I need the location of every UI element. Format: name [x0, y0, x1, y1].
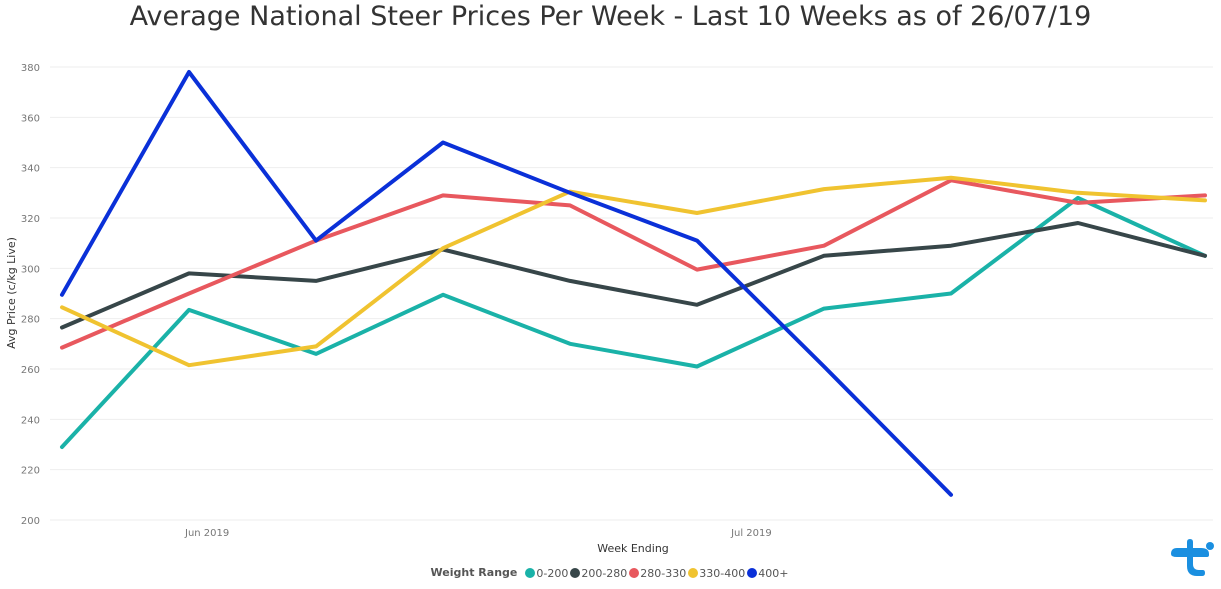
- legend-entries: 0-200 200-280 280-330 330-400 400+: [525, 566, 790, 580]
- legend-marker: [747, 567, 758, 578]
- chart-title: Average National Steer Prices Per Week -…: [129, 1, 1092, 32]
- y-tick-label: 300: [21, 264, 40, 275]
- x-axis-title: Week Ending: [597, 542, 669, 555]
- series-lines: [60, 70, 1207, 497]
- y-tick-label: 320: [21, 214, 40, 225]
- series-line-280-330: [60, 178, 1207, 350]
- legend-label: 0-200: [536, 566, 569, 580]
- legend-label: 280-330: [640, 566, 687, 580]
- y-tick-label: 380: [21, 63, 40, 74]
- legend-entry[interactable]: 280-330: [629, 567, 686, 580]
- legend-label: 330-400: [699, 566, 746, 580]
- y-tick-label: 360: [21, 113, 40, 124]
- legend: Weight Range 0-200 200-280 280-330 330-400 40…: [0, 566, 1221, 580]
- y-tick-label: 260: [21, 365, 40, 376]
- y-tick-label: 200: [21, 516, 40, 527]
- legend-marker: [525, 567, 536, 578]
- legend-label: 400+: [758, 566, 789, 580]
- brand-logo-icon: [1171, 539, 1214, 576]
- y-axis-title: Avg Price (c/kg Live): [5, 237, 18, 349]
- legend-marker: [688, 567, 699, 578]
- series-line-200-280: [60, 221, 1207, 330]
- series-line-400plus: [60, 70, 953, 497]
- legend-marker: [570, 567, 581, 578]
- series-line-330-400: [60, 175, 1207, 368]
- x-tick-label: Jun 2019: [184, 528, 229, 539]
- legend-entry[interactable]: 0-200: [525, 567, 568, 580]
- legend-entry[interactable]: 400+: [747, 567, 788, 580]
- y-tick-label: 240: [21, 415, 40, 426]
- legend-entry[interactable]: 330-400: [688, 567, 745, 580]
- legend-entry[interactable]: 200-280: [570, 567, 627, 580]
- x-tick-label: Jul 2019: [730, 528, 772, 539]
- x-axis-ticks: Jun 2019 Jul 2019: [184, 528, 772, 539]
- y-tick-label: 280: [21, 315, 40, 326]
- y-tick-label: 340: [21, 164, 40, 175]
- legend-label: 200-280: [581, 566, 628, 580]
- grid-lines: [50, 66, 1213, 521]
- legend-title: Weight Range: [430, 566, 518, 579]
- series-line-0-200: [60, 195, 1207, 449]
- y-axis-ticks: 200 220 240 260 280 300 320 340 360 380: [21, 63, 40, 527]
- y-tick-label: 220: [21, 466, 40, 477]
- legend-marker: [629, 567, 640, 578]
